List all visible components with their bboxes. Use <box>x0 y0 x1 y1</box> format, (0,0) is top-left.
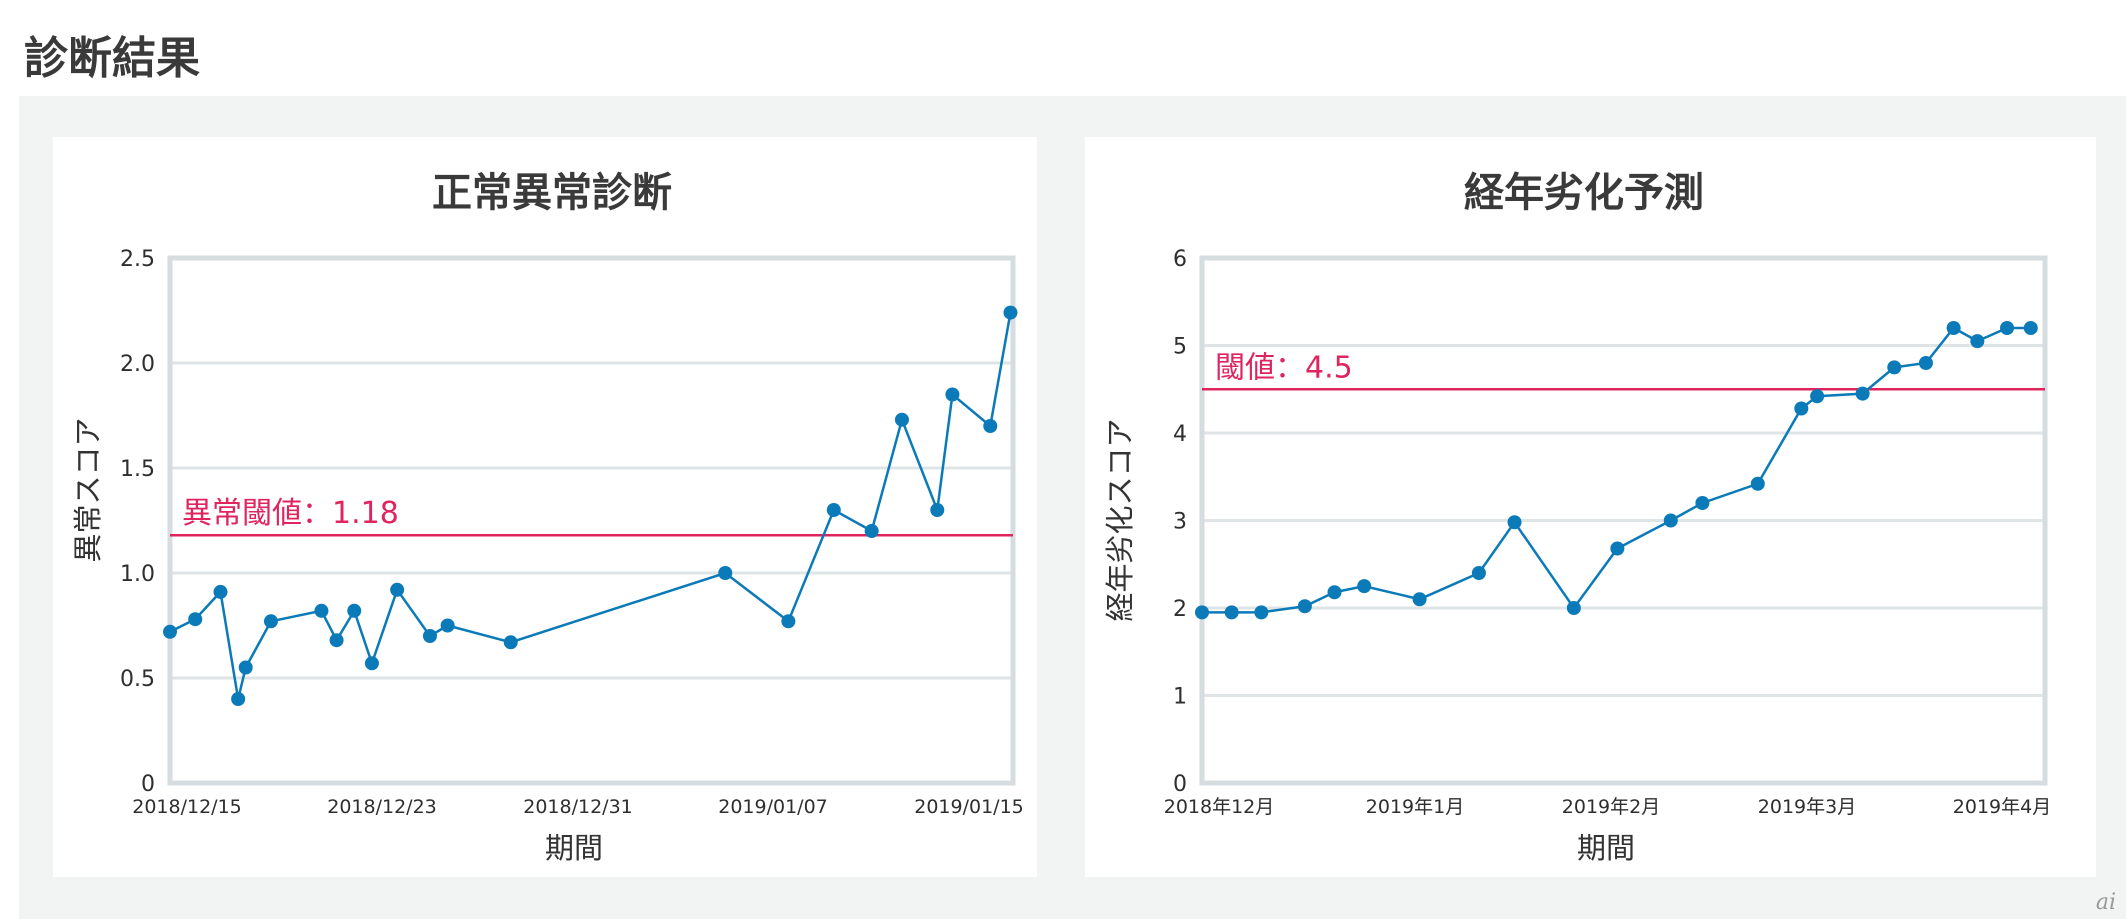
x-tick-label: 2019年3月 <box>1758 796 1856 818</box>
threshold-label: 閾値：4.5 <box>1215 350 1353 385</box>
data-point <box>1297 599 1312 614</box>
data-point <box>440 618 455 633</box>
x-tick-label: 2018/12/15 <box>132 796 242 818</box>
data-point <box>1695 496 1710 510</box>
y-axis-title: 経年劣化スコア <box>1103 418 1137 621</box>
x-tick-label: 2018/12/23 <box>327 796 437 818</box>
data-point <box>1946 321 1961 335</box>
data-point <box>390 582 405 597</box>
x-tick-label: 2019/01/15 <box>914 796 1024 818</box>
data-point <box>422 629 437 643</box>
x-tick-label: 2018/12/31 <box>523 796 633 818</box>
data-point <box>263 614 278 629</box>
data-point <box>864 524 879 538</box>
data-point <box>314 603 329 618</box>
y-tick-label: 0 <box>141 772 155 797</box>
data-point <box>1327 585 1342 600</box>
data-point <box>188 612 203 627</box>
x-tick-label: 2019年2月 <box>1562 796 1660 818</box>
data-point <box>781 614 796 629</box>
data-point <box>231 692 246 706</box>
data-point <box>826 503 841 517</box>
y-tick-label: 3 <box>1173 510 1187 535</box>
data-point <box>1471 566 1486 580</box>
plot-frame <box>167 255 1016 786</box>
data-point <box>1224 605 1239 620</box>
watermark: ai <box>2095 890 2116 915</box>
data-point <box>163 624 177 639</box>
data-point <box>1794 401 1809 416</box>
chart-title: 正常異常診断 <box>432 170 672 216</box>
y-tick-label: 1.0 <box>120 562 155 587</box>
y-tick-label: 2 <box>1173 597 1187 622</box>
data-point <box>718 566 733 580</box>
x-axis-title: 期間 <box>1577 831 1635 865</box>
x-tick-label: 2019年4月 <box>1953 796 2051 818</box>
data-point <box>238 660 253 675</box>
data-point <box>1810 389 1825 404</box>
data-point <box>364 656 379 671</box>
y-tick-label: 4 <box>1173 422 1187 447</box>
data-point <box>2000 321 2015 335</box>
y-tick-label: 1.5 <box>120 457 155 482</box>
data-point <box>503 635 518 650</box>
x-axis-title: 期間 <box>545 831 603 865</box>
y-tick-label: 2.5 <box>120 247 155 272</box>
data-point <box>2023 321 2038 335</box>
threshold-label: 異常閾値：1.18 <box>182 496 399 531</box>
data-point <box>1918 356 1933 370</box>
data-point <box>1507 515 1522 530</box>
x-tick-label: 2019年1月 <box>1366 796 1464 818</box>
y-tick-label: 6 <box>1173 247 1187 272</box>
plot-frame <box>1199 255 2048 786</box>
page-title: 診断結果 <box>24 33 200 84</box>
data-point <box>945 387 960 402</box>
y-tick-label: 0 <box>1173 772 1187 797</box>
data-point <box>329 633 344 648</box>
y-tick-label: 1 <box>1173 685 1187 710</box>
data-point <box>1855 386 1870 401</box>
data-point <box>347 603 362 618</box>
x-tick-label: 2019/01/07 <box>718 796 828 818</box>
data-point <box>1003 305 1018 320</box>
y-axis-title: 異常スコア <box>71 417 105 562</box>
data-point <box>1663 513 1678 528</box>
y-tick-label: 0.5 <box>120 667 155 692</box>
data-point <box>1750 476 1765 491</box>
x-tick-label: 2018年12月 <box>1164 796 1275 818</box>
data-point <box>1195 605 1209 620</box>
data-point <box>894 412 909 427</box>
data-point <box>213 584 228 599</box>
y-tick-label: 2.0 <box>120 352 155 377</box>
data-point <box>1412 592 1427 607</box>
data-point <box>1357 579 1372 594</box>
chart-title: 経年劣化予測 <box>1464 170 1704 216</box>
data-point <box>1887 360 1902 375</box>
data-point <box>1610 541 1625 556</box>
data-point <box>983 419 998 433</box>
data-point <box>1566 601 1581 615</box>
data-point <box>1254 605 1269 620</box>
data-point <box>930 503 945 517</box>
y-tick-label: 5 <box>1173 335 1187 360</box>
data-point <box>1970 334 1985 349</box>
